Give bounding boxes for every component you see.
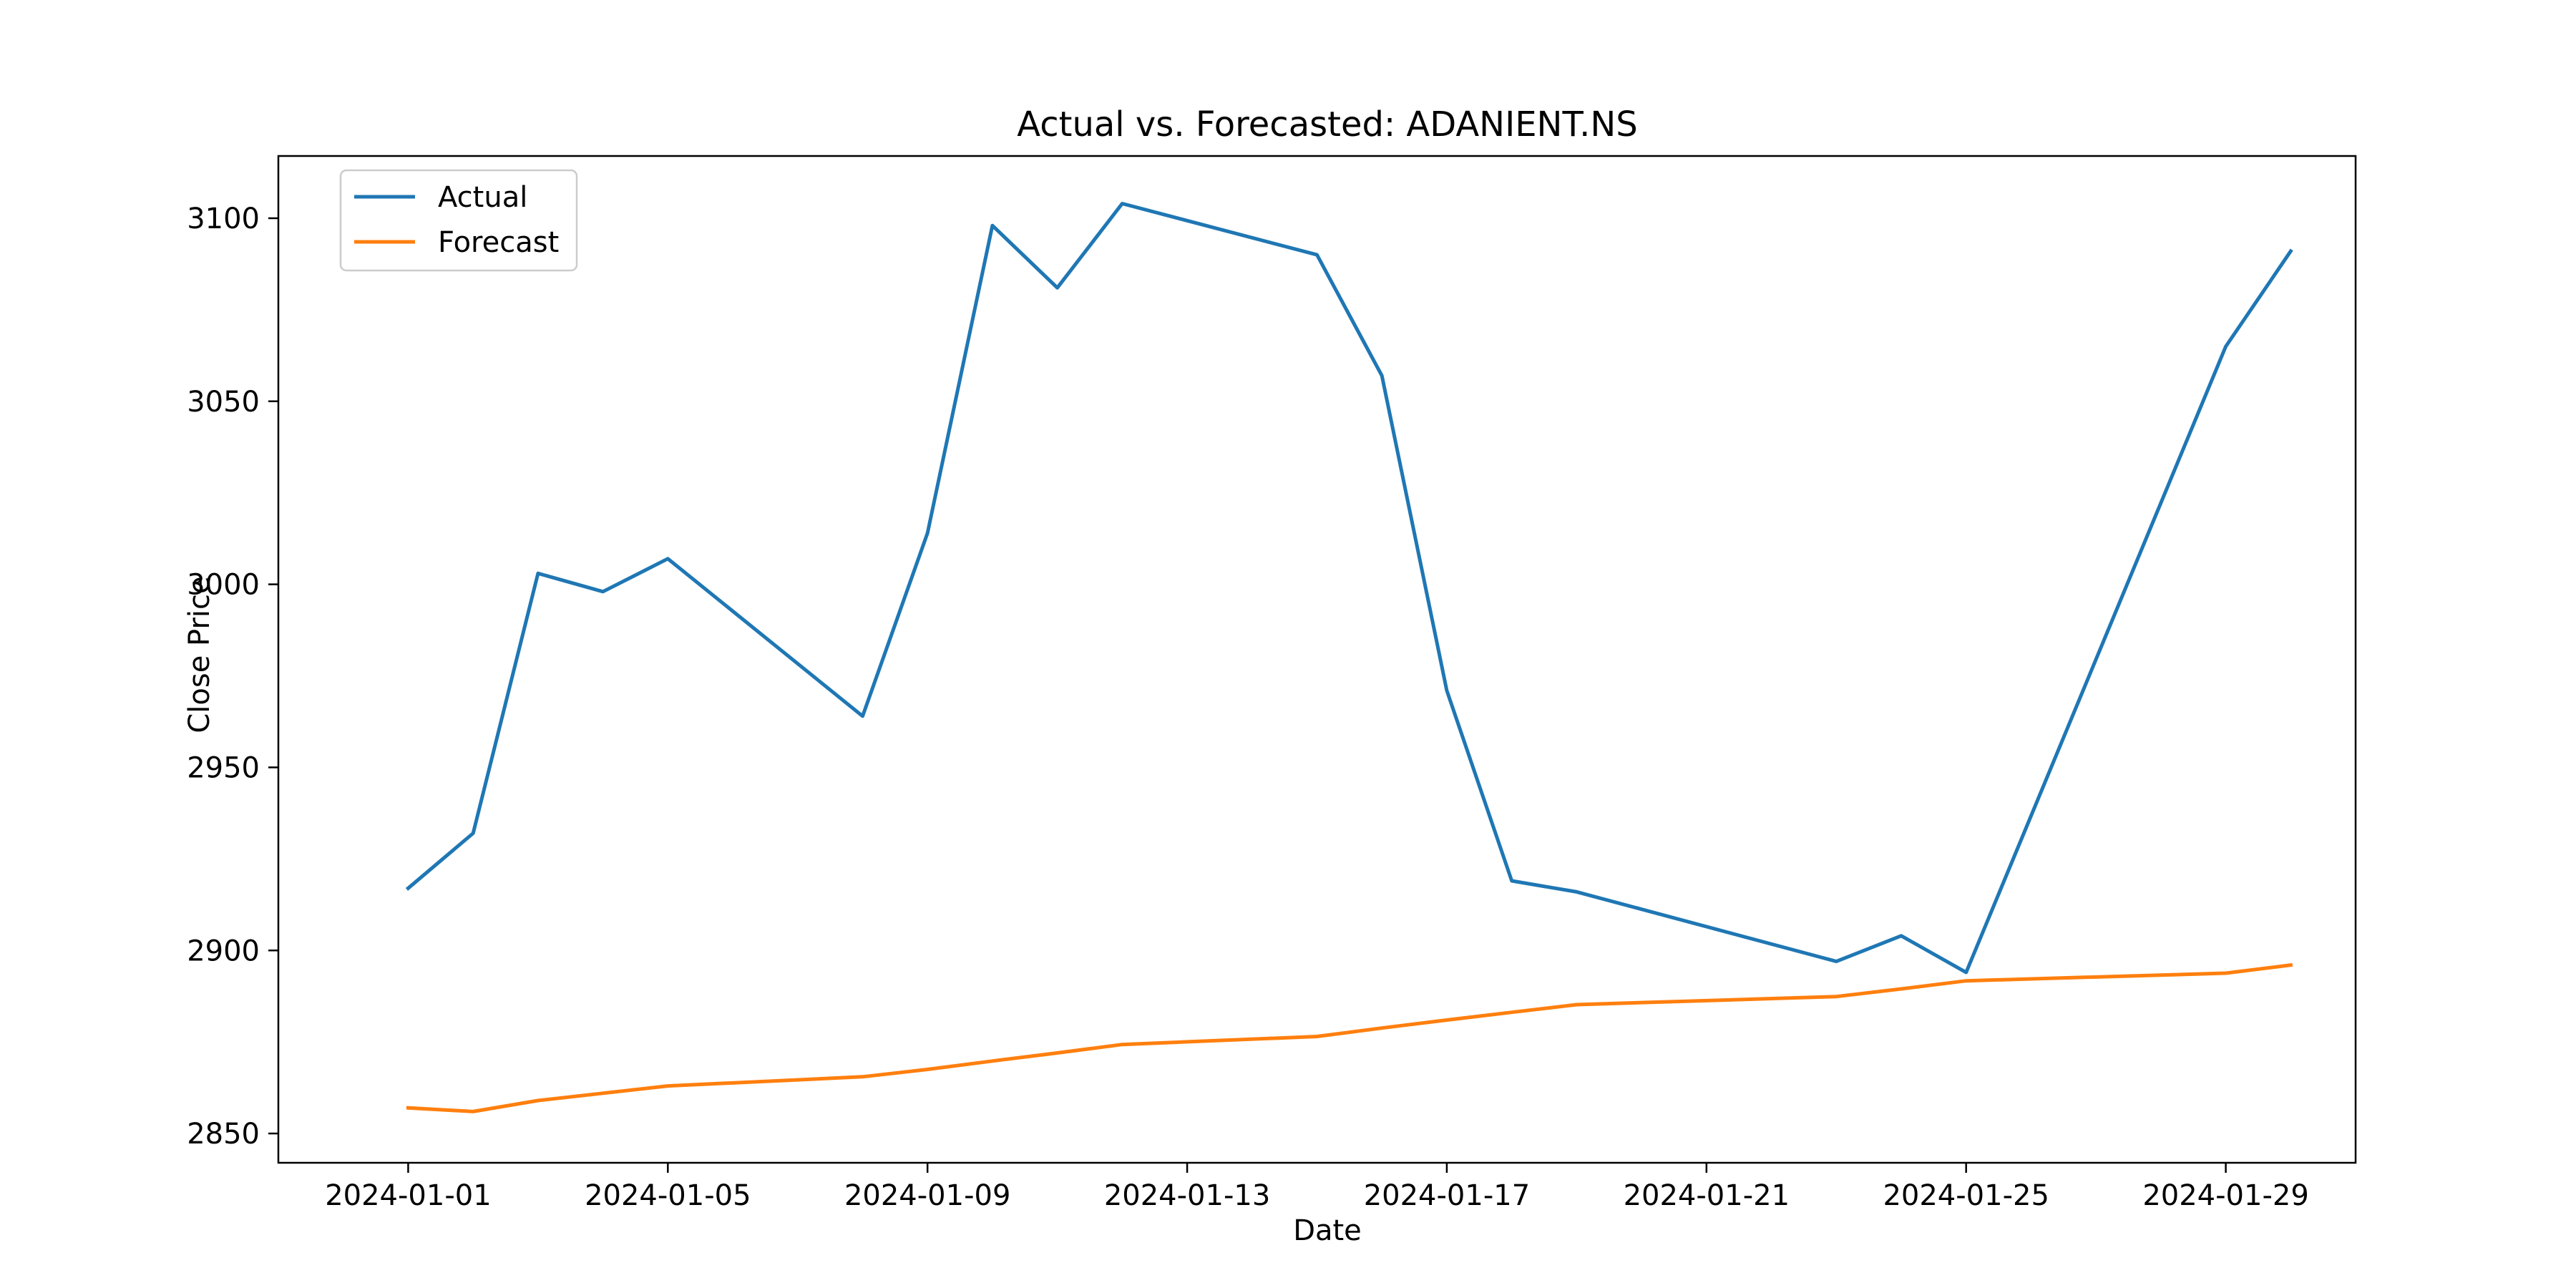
x-tick-label: 2024-01-21 — [1624, 1179, 1790, 1212]
x-tick-label: 2024-01-09 — [844, 1179, 1010, 1212]
x-axis-label: Date — [1293, 1214, 1362, 1247]
x-tick-label: 2024-01-13 — [1104, 1179, 1270, 1212]
y-tick-label: 2950 — [187, 751, 260, 784]
x-axis: 2024-01-01 2024-01-05 2024-01-09 2024-01-13… — [325, 1163, 2309, 1212]
y-tick-label: 3100 — [187, 203, 260, 235]
x-tick-label: 2024-01-05 — [585, 1179, 751, 1212]
plot-frame — [277, 155, 2357, 1164]
series-line-actual — [405, 202, 2293, 975]
y-tick-label: 3050 — [187, 386, 260, 419]
legend-label-actual: Actual — [438, 181, 527, 214]
x-tick-label: 2024-01-25 — [1883, 1179, 2049, 1212]
y-tick-label: 2850 — [187, 1118, 260, 1151]
series-layer — [405, 202, 2293, 1113]
y-tick-label: 2900 — [187, 935, 260, 967]
legend-label-forecast: Forecast — [438, 226, 559, 259]
x-tick-label: 2024-01-01 — [325, 1179, 491, 1212]
legend: Actual Forecast — [339, 169, 578, 272]
chart-title: Actual vs. Forecasted: ADANIENT.NS — [1017, 104, 1637, 145]
y-tick-label: 3000 — [187, 569, 260, 602]
y-axis: 2850 2900 2950 3000 3050 3100 — [187, 203, 278, 1151]
y-axis-label: Close Price — [183, 576, 216, 733]
series-line-forecast — [406, 962, 2293, 1113]
x-tick-label: 2024-01-29 — [2142, 1179, 2308, 1212]
x-tick-label: 2024-01-17 — [1364, 1179, 1530, 1212]
